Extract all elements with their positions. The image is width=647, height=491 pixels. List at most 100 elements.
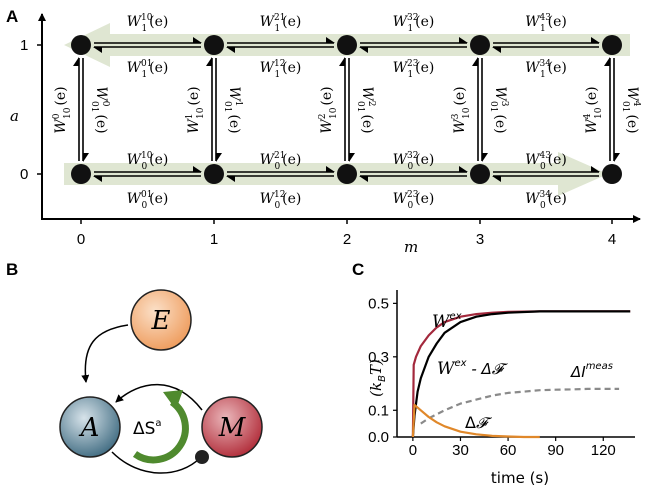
label-w-ex-minus-f: Wex - Δ𝓕 (437, 358, 509, 379)
chart-x-tick-label-1: 30 (452, 442, 469, 459)
rate-down-4: W401(e) (620, 86, 641, 133)
svg-text:W001(e): W001(e) (89, 86, 110, 133)
rate-up-0: W010(e) (52, 86, 73, 133)
edge-e-to-a (81, 324, 129, 383)
chart-x-tick-label-4: 120 (591, 442, 616, 459)
state-node-bot-3 (470, 164, 490, 184)
chart-x-tick-label-3: 90 (547, 442, 564, 459)
chart-y-label: (kBT) (367, 359, 388, 397)
chart-y-tick-label-2: 0.3 (368, 349, 389, 366)
x-tick-1-label: 1 (210, 231, 218, 248)
svg-text:W010(e): W010(e) (52, 86, 73, 133)
x-axis-label-a: m (404, 238, 418, 256)
rate-top-fwd-0: W10 1 (e) (127, 13, 169, 34)
svg-text:W310(e): W310(e) (451, 86, 472, 133)
rate-bot-bwd-3: W34 0 (e) (525, 190, 567, 211)
x-ticks-a: 0 1 2 3 4 (77, 219, 616, 248)
edge-end-dot (195, 450, 209, 464)
chart-axes: 0 30 60 90 120 0.0 0.1 0.3 0.5 (368, 290, 635, 459)
node-e (130, 289, 192, 351)
x-tick-0-label: 0 (77, 231, 85, 248)
svg-text:W110(e): W110(e) (185, 86, 206, 133)
y-tick-1-label: 1 (20, 37, 28, 54)
rate-bot-fwd-2: W32 0 (e) (393, 151, 435, 172)
svg-text:W101(e): W101(e) (222, 86, 243, 133)
rate-top-bwd-3: W34 1 (e) (525, 59, 567, 80)
rate-top-bwd-1: W12 1 (e) (260, 59, 302, 80)
rate-top-fwd-2: W32 1 (e) (393, 13, 435, 34)
svg-text:W101(e): W101(e) (127, 13, 169, 34)
chart-x-tick-label-0: 0 (409, 442, 417, 459)
svg-text:W210(e): W210(e) (318, 86, 339, 133)
state-node-bot-2 (337, 164, 357, 184)
rate-down-2: W201(e) (355, 86, 376, 133)
rate-bot-fwd-3: W43 0 (e) (525, 151, 567, 172)
node-e-label: E (151, 306, 171, 336)
label-delta-i-meas: ΔImeas (570, 361, 613, 381)
transition-arrows (73, 37, 620, 182)
svg-text:W010(e): W010(e) (127, 190, 169, 211)
panel-b: B E A M ΔSa (6, 260, 263, 474)
chart-y-tick-label-3: 0.5 (368, 295, 389, 312)
svg-text:W201(e): W201(e) (355, 86, 376, 133)
series-line-2 (420, 387, 620, 425)
rate-up-3: W310(e) (451, 86, 472, 133)
rate-top-fwd-3: W43 1 (e) (525, 13, 567, 34)
x-tick-4-label: 4 (608, 231, 616, 248)
cycle-label: ΔSa (133, 418, 162, 439)
rate-bot-bwd-2: W23 0 (e) (393, 190, 435, 211)
rate-down-3: W301(e) (488, 86, 509, 133)
label-delta-f: Δ𝓕 (465, 413, 493, 432)
cycle-arrow-head (163, 390, 183, 410)
series-line-3 (411, 403, 540, 439)
state-node-top-1 (204, 35, 224, 55)
node-m-label: M (218, 413, 247, 443)
label-w-ex: Wex (432, 311, 462, 332)
edge-m-to-a (115, 383, 203, 411)
rate-bot-fwd-1: W21 0 (e) (260, 151, 302, 172)
rate-up-2: W210(e) (318, 86, 339, 133)
panel-b-letter: B (6, 260, 18, 279)
chart-x-label: time (s) (491, 469, 549, 487)
rate-bot-bwd-0: W01 0 (e) (127, 190, 169, 211)
state-nodes (71, 35, 622, 184)
y-tick-0-label: 0 (20, 166, 28, 183)
chart-series (411, 310, 631, 439)
chart-y-tick-label-1: 0.1 (368, 402, 389, 419)
y-axis-label-a: a (10, 107, 19, 125)
y-ticks-a: 01 (20, 37, 42, 183)
svg-text:W401(e): W401(e) (620, 86, 641, 133)
rate-down-0: W001(e) (89, 86, 110, 133)
state-node-bot-1 (204, 164, 224, 184)
rate-up-4: W410(e) (583, 86, 604, 133)
state-node-top-0 (71, 35, 91, 55)
state-node-top-2 (337, 35, 357, 55)
edge-a-to-m (111, 451, 201, 474)
rate-up-1: W110(e) (185, 86, 206, 133)
rate-top-fwd-1: W21 1 (e) (260, 13, 302, 34)
rate-top-bwd-2: W23 1 (e) (393, 59, 435, 80)
rate-bot-bwd-1: W12 0 (e) (260, 190, 302, 211)
state-node-bot-0 (71, 164, 91, 184)
state-node-top-4 (602, 35, 622, 55)
series-line-1 (411, 310, 631, 438)
x-tick-3-label: 3 (476, 231, 484, 248)
rate-top-bwd-0: W01 1 (e) (127, 59, 169, 80)
state-node-top-3 (470, 35, 490, 55)
svg-text:W301(e): W301(e) (488, 86, 509, 133)
